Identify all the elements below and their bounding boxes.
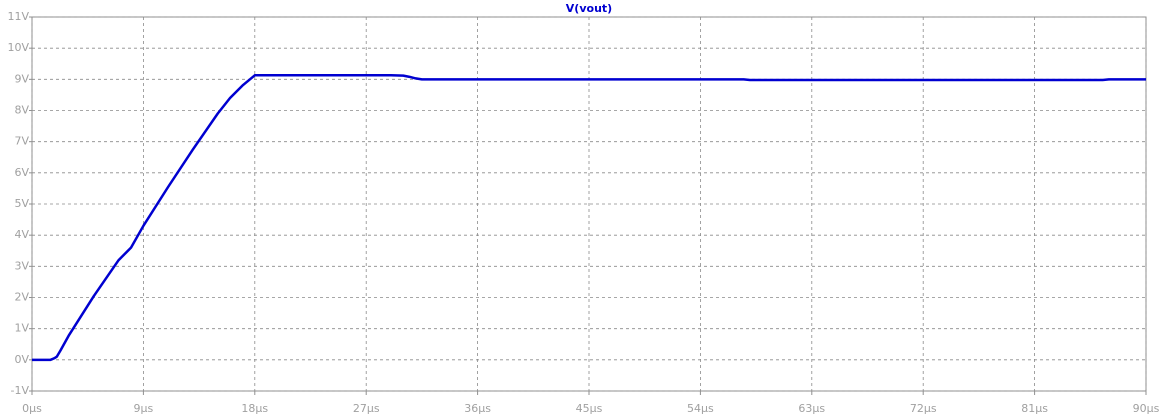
y-tick-label: 4V	[14, 228, 29, 241]
y-tick-label: -1V	[11, 384, 30, 397]
x-tick-label: 54µs	[687, 402, 714, 415]
x-tick-label: 27µs	[353, 402, 380, 415]
y-tick-label: 8V	[14, 104, 29, 117]
y-tick-label: 1V	[14, 322, 29, 335]
trace-label: V(vout)	[566, 2, 612, 15]
y-tick-label: 0V	[14, 353, 29, 366]
x-tick-label: 45µs	[576, 402, 603, 415]
x-tick-label: 18µs	[241, 402, 268, 415]
x-tick-label: 72µs	[910, 402, 937, 415]
x-tick-label: 63µs	[798, 402, 825, 415]
y-tick-label: 10V	[7, 41, 29, 54]
y-tick-label: 11V	[7, 10, 29, 23]
x-tick-label: 9µs	[134, 402, 154, 415]
y-tick-label: 3V	[14, 259, 29, 272]
y-tick-label: 5V	[14, 197, 29, 210]
y-tick-label: 9V	[14, 72, 29, 85]
x-tick-label: 90µs	[1133, 402, 1160, 415]
y-tick-label: 6V	[14, 166, 29, 179]
trace	[32, 74, 1146, 362]
x-tick-label: 81µs	[1021, 402, 1048, 415]
x-tick-label: 0µs	[22, 402, 42, 415]
y-tick-label: 7V	[14, 135, 29, 148]
y-tick-label: 2V	[14, 291, 29, 304]
x-tick-label: 36µs	[464, 402, 491, 415]
